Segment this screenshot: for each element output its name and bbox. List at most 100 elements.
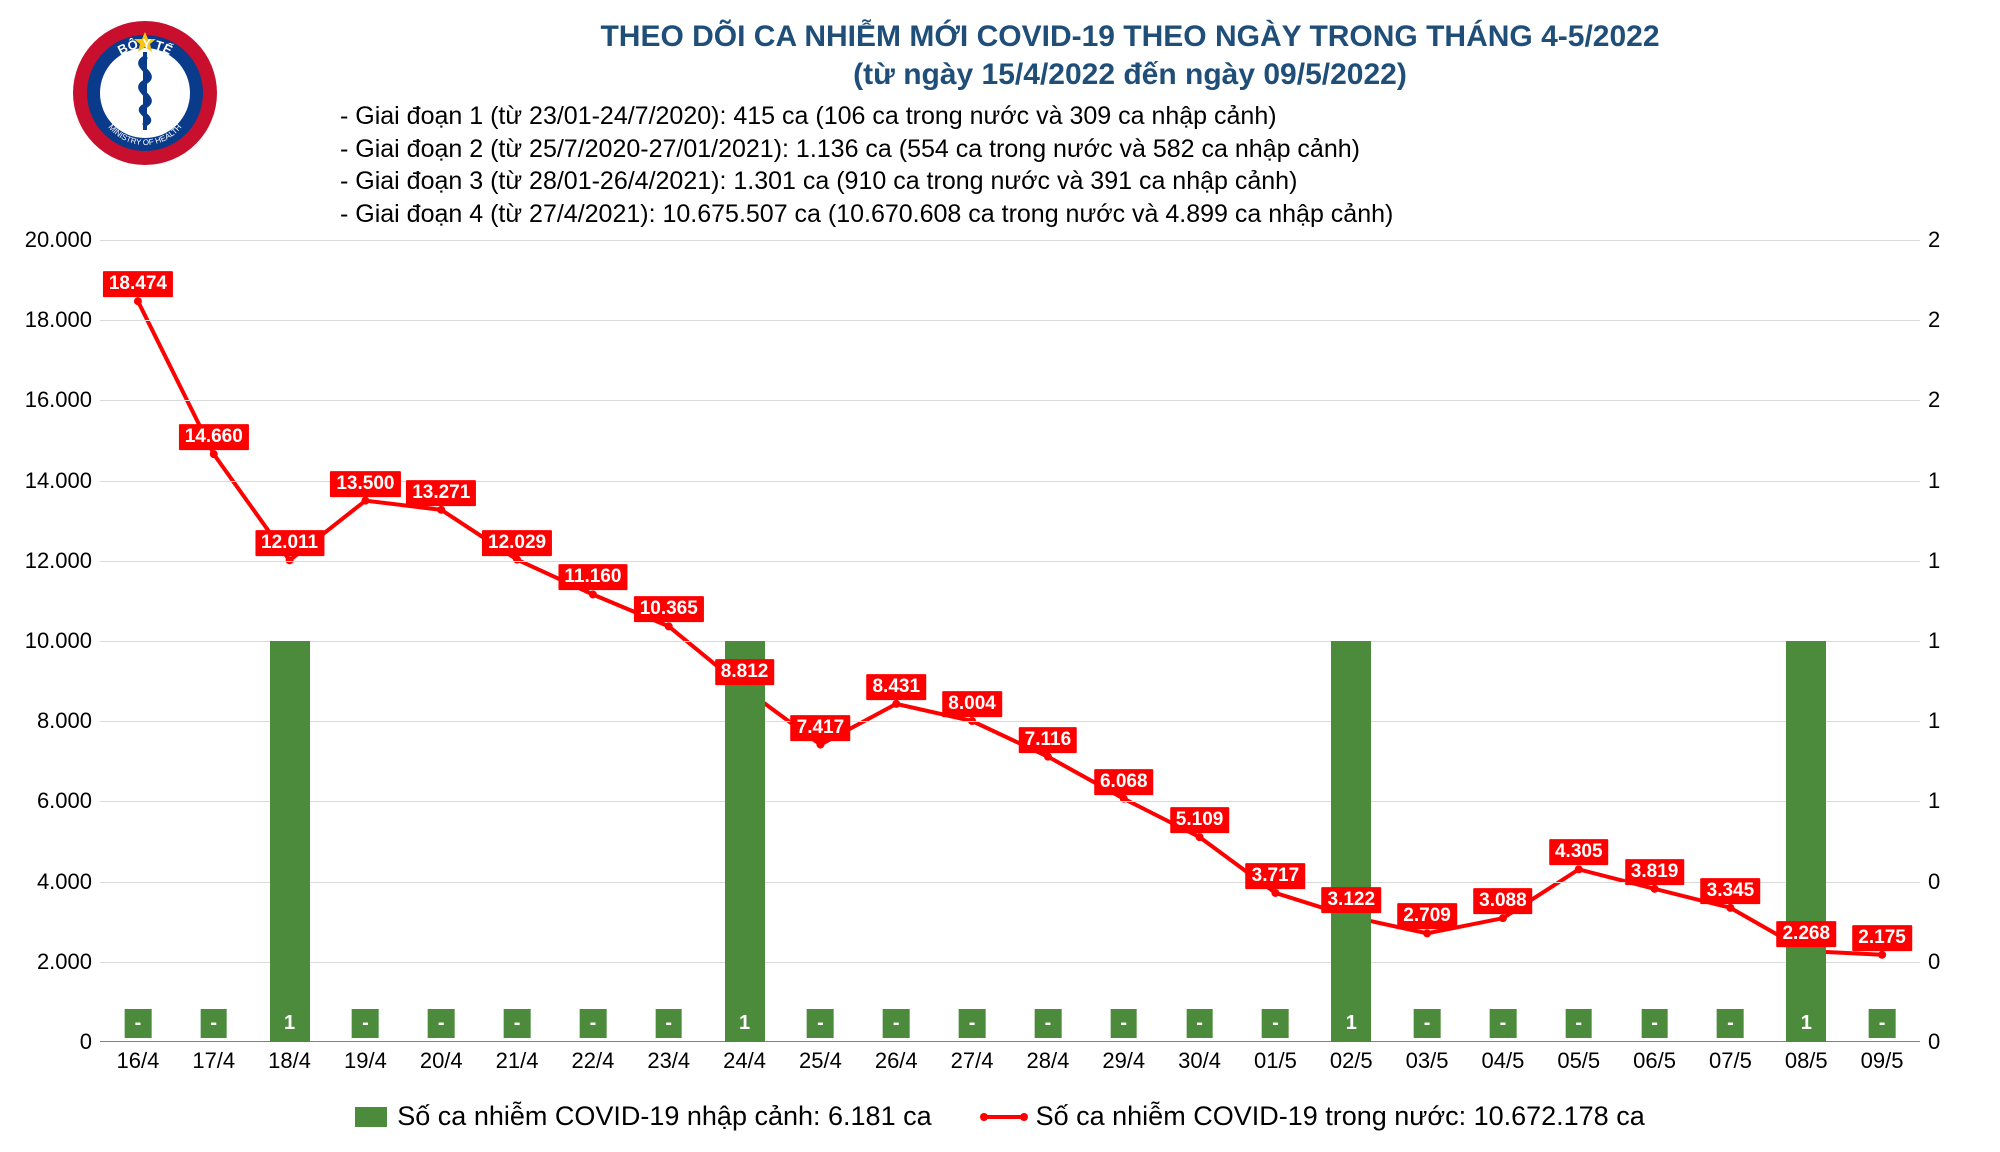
legend-bar-label: Số ca nhiễm COVID-19 nhập cảnh: 6.181 ca: [397, 1101, 931, 1132]
legend-item-line: Số ca nhiễm COVID-19 trong nước: 10.672.…: [982, 1101, 1645, 1132]
note-line: - Giai đoạn 1 (từ 23/01-24/7/2020): 415 …: [340, 100, 1960, 133]
gridline: [100, 641, 1920, 642]
y-left-tick-label: 20.000: [25, 227, 100, 253]
title-line-1: THEO DÕI CA NHIỄM MỚI COVID-19 THEO NGÀY…: [320, 18, 1940, 56]
x-tick-label: 18/4: [268, 1042, 311, 1074]
line-marker: [816, 741, 824, 749]
chart-container: BỘ Y TẾ MINISTRY OF HEALTH THEO DÕI CA N…: [0, 0, 2000, 1152]
y-right-tick-label: 1: [1920, 468, 1940, 494]
y-right-tick-label: 1: [1920, 548, 1940, 574]
bar-label: 1: [274, 1009, 305, 1038]
y-right-tick-label: 1: [1920, 708, 1940, 734]
y-left-tick-label: 12.000: [25, 548, 100, 574]
line-data-label: 8.431: [866, 674, 926, 700]
x-tick-label: 17/4: [192, 1042, 235, 1074]
gridline: [100, 721, 1920, 722]
x-tick-label: 30/4: [1178, 1042, 1221, 1074]
bar-label: -: [1641, 1009, 1668, 1038]
bar-label: -: [1186, 1009, 1213, 1038]
bar: [725, 641, 765, 1042]
line-data-label: 12.029: [482, 530, 552, 556]
x-tick-label: 22/4: [571, 1042, 614, 1074]
bar-label: 1: [729, 1009, 760, 1038]
bar-label: -: [1490, 1009, 1517, 1038]
line-path: [138, 301, 1882, 955]
gridline: [100, 320, 1920, 321]
line-marker: [1196, 833, 1204, 841]
x-tick-label: 28/4: [1026, 1042, 1069, 1074]
bar: [1786, 641, 1826, 1042]
line-data-label: 12.011: [255, 530, 324, 556]
legend-swatch-line: [982, 1115, 1026, 1119]
y-left-tick-label: 2.000: [37, 949, 100, 975]
line-marker: [1499, 914, 1507, 922]
x-tick-label: 09/5: [1861, 1042, 1904, 1074]
line-data-label: 10.365: [634, 596, 704, 622]
line-data-label: 3.819: [1625, 859, 1685, 885]
line-marker: [1651, 885, 1659, 893]
y-left-tick-label: 18.000: [25, 307, 100, 333]
line-data-label: 13.271: [406, 480, 476, 506]
line-marker: [1726, 904, 1734, 912]
line-data-label: 8.004: [942, 691, 1002, 717]
bar-label: -: [1262, 1009, 1289, 1038]
line-marker: [1878, 951, 1886, 959]
line-data-label: 3.345: [1701, 878, 1761, 904]
note-line: - Giai đoạn 3 (từ 28/01-26/4/2021): 1.30…: [340, 165, 1960, 198]
x-tick-label: 06/5: [1633, 1042, 1676, 1074]
y-right-tick-label: 2: [1920, 387, 1940, 413]
x-tick-label: 19/4: [344, 1042, 387, 1074]
line-data-label: 3.088: [1473, 888, 1533, 914]
line-data-label: 2.709: [1397, 903, 1457, 929]
bar-label: -: [1717, 1009, 1744, 1038]
line-marker: [1423, 929, 1431, 937]
line-marker: [134, 297, 142, 305]
x-tick-label: 20/4: [420, 1042, 463, 1074]
line-marker: [210, 450, 218, 458]
line-marker: [361, 497, 369, 505]
x-tick-label: 23/4: [647, 1042, 690, 1074]
line-marker: [1575, 865, 1583, 873]
line-data-label: 4.305: [1549, 839, 1609, 865]
legend-line-label: Số ca nhiễm COVID-19 trong nước: 10.672.…: [1036, 1101, 1645, 1132]
bar: [270, 641, 310, 1042]
bar-label: -: [580, 1009, 607, 1038]
y-right-tick-label: 0: [1920, 949, 1940, 975]
y-right-tick-label: 1: [1920, 628, 1940, 654]
line-data-label: 7.417: [791, 715, 851, 741]
line-marker: [589, 590, 597, 598]
x-tick-label: 16/4: [116, 1042, 159, 1074]
bar-label: -: [959, 1009, 986, 1038]
x-tick-label: 08/5: [1785, 1042, 1828, 1074]
bar-label: -: [125, 1009, 152, 1038]
bar-label: -: [1110, 1009, 1137, 1038]
line-data-label: 7.116: [1019, 727, 1078, 753]
bar-label: -: [655, 1009, 682, 1038]
x-tick-label: 07/5: [1709, 1042, 1752, 1074]
x-tick-label: 01/5: [1254, 1042, 1297, 1074]
x-tick-label: 27/4: [951, 1042, 994, 1074]
line-marker: [437, 506, 445, 514]
x-tick-label: 24/4: [723, 1042, 766, 1074]
line-marker: [1044, 753, 1052, 761]
ministry-of-health-logo: BỘ Y TẾ MINISTRY OF HEALTH: [70, 18, 220, 168]
bar-label: -: [1414, 1009, 1441, 1038]
y-right-tick-label: 1: [1920, 788, 1940, 814]
bar-label: -: [200, 1009, 227, 1038]
y-right-tick-label: 0: [1920, 1029, 1940, 1055]
bar-label: -: [428, 1009, 455, 1038]
bar-label: -: [1565, 1009, 1592, 1038]
note-line: - Giai đoạn 4 (từ 27/4/2021): 10.675.507…: [340, 198, 1960, 231]
line-data-label: 3.122: [1321, 887, 1381, 913]
bar-label: 1: [1336, 1009, 1367, 1038]
bar-label: -: [1035, 1009, 1062, 1038]
y-right-tick-label: 2: [1920, 307, 1940, 333]
bar-label: -: [1869, 1009, 1896, 1038]
line-data-label: 14.660: [179, 424, 249, 450]
legend-swatch-bar: [355, 1107, 387, 1127]
bar-label: 1: [1791, 1009, 1822, 1038]
bar: [1331, 641, 1371, 1042]
y-left-tick-label: 0: [80, 1029, 100, 1055]
legend-item-bar: Số ca nhiễm COVID-19 nhập cảnh: 6.181 ca: [355, 1101, 931, 1132]
gridline: [100, 962, 1920, 963]
